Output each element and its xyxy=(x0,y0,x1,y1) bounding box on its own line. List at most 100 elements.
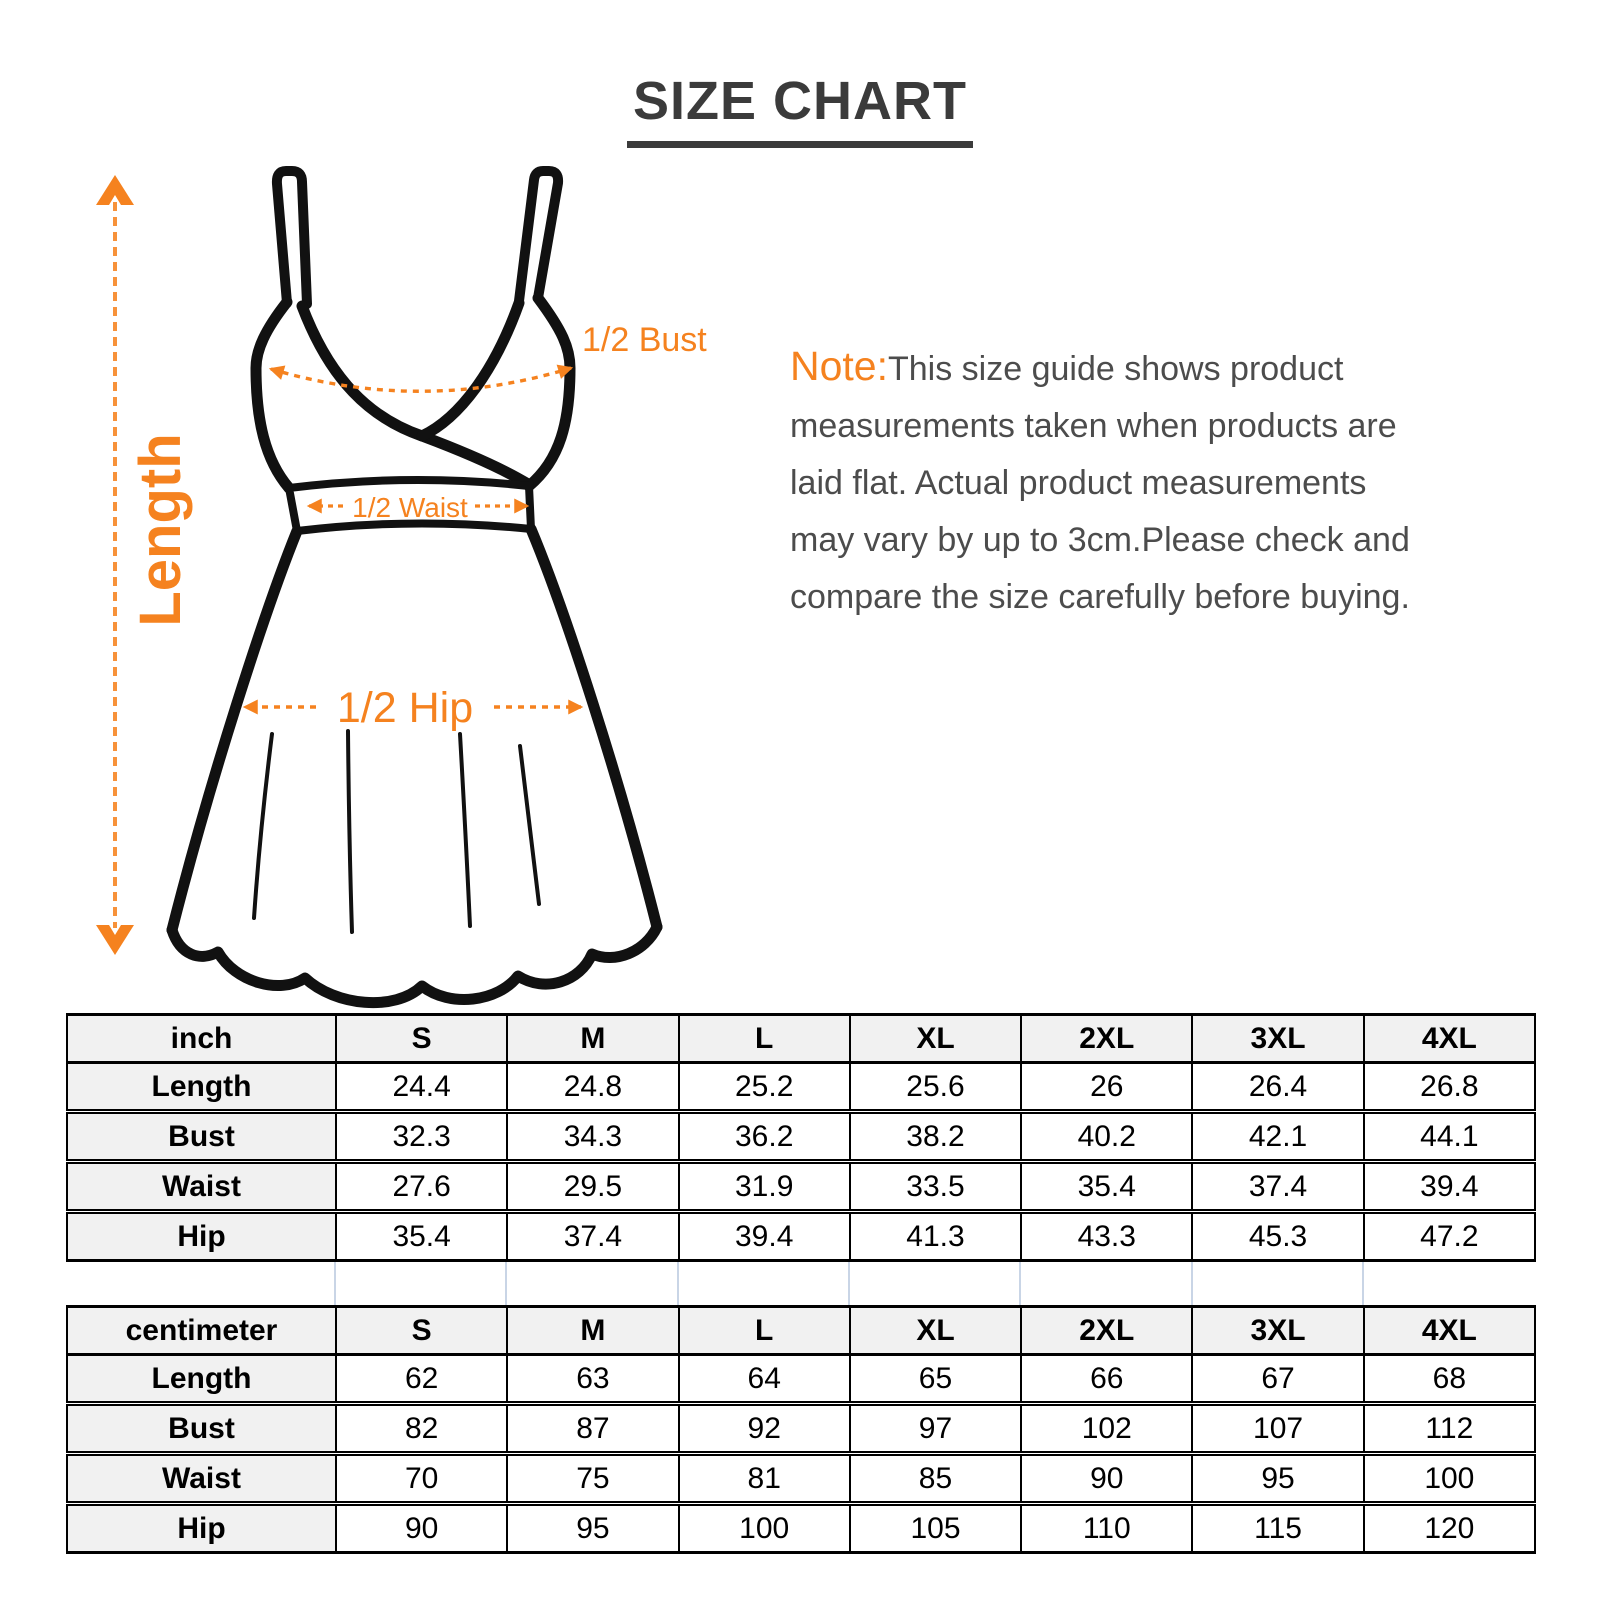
value-cell: 95 xyxy=(506,1501,680,1554)
row-label-cell: Hip xyxy=(66,1209,337,1262)
value-cell: 36.2 xyxy=(677,1109,851,1164)
row-label-cell: Waist xyxy=(66,1159,337,1214)
value-cell: 100 xyxy=(1362,1451,1537,1506)
note-paragraph: Note:This size guide shows product measu… xyxy=(790,338,1574,626)
table-row: Hip 35.4 37.4 39.4 41.3 43.3 45.3 47.2 xyxy=(66,1209,1537,1262)
table-row: Bust 82 87 92 97 102 107 112 xyxy=(66,1401,1537,1456)
dress-left-side xyxy=(250,296,295,494)
table-row: Waist 70 75 81 85 90 95 100 xyxy=(66,1451,1537,1506)
dress-left-strap xyxy=(271,166,312,309)
arrow-down-icon xyxy=(96,925,134,955)
table-gap xyxy=(66,1262,1536,1305)
value-cell: 35.4 xyxy=(1020,1159,1194,1214)
waist-label: 1/2 Waist xyxy=(352,492,468,523)
dress-skirt-left xyxy=(166,525,303,936)
size-header-cell: L xyxy=(677,1305,851,1356)
value-cell: 39.4 xyxy=(677,1209,851,1262)
size-header-cell: M xyxy=(506,1013,680,1064)
value-cell: 42.1 xyxy=(1191,1109,1365,1164)
row-label-cell: Bust xyxy=(66,1109,337,1164)
value-cell: 27.6 xyxy=(334,1159,509,1214)
table-row: Waist 27.6 29.5 31.9 33.5 35.4 37.4 39.4 xyxy=(66,1159,1537,1214)
value-cell: 32.3 xyxy=(334,1109,509,1164)
dress-right-side xyxy=(523,292,576,492)
bust-label: 1/2 Bust xyxy=(582,321,707,359)
table-row: Hip 90 95 100 105 110 115 120 xyxy=(66,1501,1537,1554)
value-cell: 63 xyxy=(506,1353,680,1406)
size-header-cell: XL xyxy=(848,1013,1023,1064)
value-cell: 66 xyxy=(1020,1353,1194,1406)
value-cell: 45.3 xyxy=(1191,1209,1365,1262)
value-cell: 62 xyxy=(334,1353,509,1406)
bust-arrow xyxy=(268,364,574,393)
value-cell: 82 xyxy=(334,1401,509,1456)
value-cell: 26.8 xyxy=(1362,1061,1537,1114)
table-header-row: centimeter S M L XL 2XL 3XL 4XL xyxy=(66,1305,1537,1356)
hip-label: 1/2 Hip xyxy=(337,684,473,732)
table-row: Bust 32.3 34.3 36.2 38.2 40.2 42.1 44.1 xyxy=(66,1109,1537,1164)
size-table-inch: inch S M L XL 2XL 3XL 4XL Length 24.4 24.8 25.2 25.6… xyxy=(66,1013,1537,1262)
value-cell: 37.4 xyxy=(1191,1159,1365,1214)
value-cell: 81 xyxy=(677,1451,851,1506)
size-header-cell: S xyxy=(334,1305,509,1356)
unit-header-cell: centimeter xyxy=(66,1305,337,1356)
value-cell: 102 xyxy=(1020,1401,1194,1456)
value-cell: 41.3 xyxy=(848,1209,1023,1262)
dress-hem xyxy=(166,921,663,1009)
value-cell: 68 xyxy=(1362,1353,1537,1406)
value-cell: 107 xyxy=(1191,1401,1365,1456)
value-cell: 33.5 xyxy=(848,1159,1023,1214)
value-cell: 35.4 xyxy=(334,1209,509,1262)
value-cell: 39.4 xyxy=(1362,1159,1537,1214)
dress-pleat xyxy=(518,744,541,906)
dress-pleat xyxy=(252,732,274,920)
length-label: Length xyxy=(128,433,193,626)
gap-column-line xyxy=(1191,1262,1193,1305)
value-cell: 115 xyxy=(1191,1501,1365,1554)
dress-left-neckline xyxy=(296,300,534,490)
dress-right-strap xyxy=(514,166,564,306)
size-header-cell: XL xyxy=(848,1305,1023,1356)
gap-column-line xyxy=(1019,1262,1021,1305)
note-label: Note: xyxy=(790,343,888,389)
dress-pleat xyxy=(458,732,472,928)
value-cell: 38.2 xyxy=(848,1109,1023,1164)
dress-pleat xyxy=(346,729,354,934)
value-cell: 92 xyxy=(677,1401,851,1456)
value-cell: 112 xyxy=(1362,1401,1537,1456)
value-cell: 87 xyxy=(506,1401,680,1456)
size-header-cell: 2XL xyxy=(1020,1305,1194,1356)
row-label-cell: Length xyxy=(66,1353,337,1406)
value-cell: 120 xyxy=(1362,1501,1537,1554)
value-cell: 64 xyxy=(677,1353,851,1406)
table-row: Length 24.4 24.8 25.2 25.6 26 26.4 26.8 xyxy=(66,1061,1537,1114)
length-arrow xyxy=(96,175,134,955)
value-cell: 24.8 xyxy=(506,1061,680,1114)
value-cell: 97 xyxy=(848,1401,1023,1456)
value-cell: 105 xyxy=(848,1501,1023,1554)
page-title: SIZE CHART xyxy=(627,70,973,148)
value-cell: 31.9 xyxy=(677,1159,851,1214)
value-cell: 40.2 xyxy=(1020,1109,1194,1164)
value-cell: 110 xyxy=(1020,1501,1194,1554)
value-cell: 26 xyxy=(1020,1061,1194,1114)
dress-skirt-right xyxy=(525,523,663,933)
dress-drawing xyxy=(166,166,663,1009)
unit-header-cell: inch xyxy=(66,1013,337,1064)
size-header-cell: M xyxy=(506,1305,680,1356)
value-cell: 43.3 xyxy=(1020,1209,1194,1262)
size-header-cell: 3XL xyxy=(1191,1305,1365,1356)
gap-column-line xyxy=(677,1262,679,1305)
arrow-up-icon xyxy=(96,175,134,205)
size-header-cell: 3XL xyxy=(1191,1013,1365,1064)
value-cell: 67 xyxy=(1191,1353,1365,1406)
value-cell: 65 xyxy=(848,1353,1023,1406)
table-header-row: inch S M L XL 2XL 3XL 4XL xyxy=(66,1013,1537,1064)
value-cell: 70 xyxy=(334,1451,509,1506)
value-cell: 95 xyxy=(1191,1451,1365,1506)
value-cell: 34.3 xyxy=(506,1109,680,1164)
size-tables: inch S M L XL 2XL 3XL 4XL Length 24.4 24.8 25.2 25.6… xyxy=(66,1013,1537,1554)
gap-column-line xyxy=(1362,1262,1364,1305)
value-cell: 90 xyxy=(334,1501,509,1554)
